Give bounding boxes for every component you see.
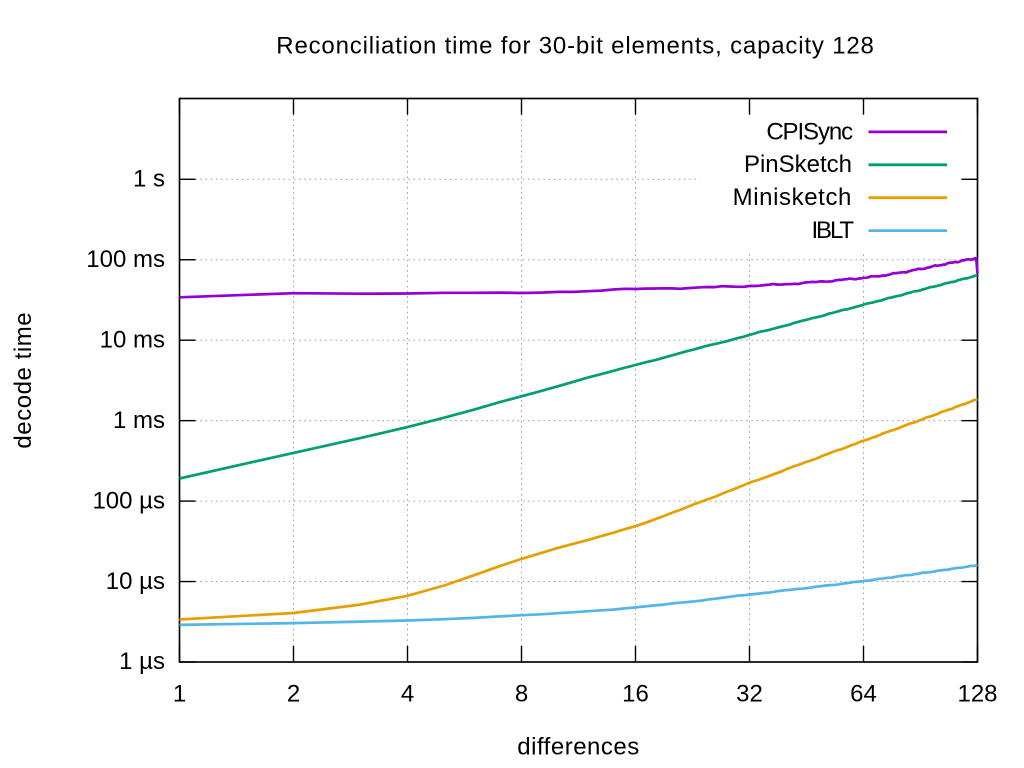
svg-text:16: 16 <box>622 681 649 708</box>
svg-text:decode time: decode time <box>10 312 37 449</box>
svg-text:differences: differences <box>517 734 639 761</box>
svg-text:Minisketch: Minisketch <box>733 184 852 211</box>
svg-text:Reconciliation time for 30-bit: Reconciliation time for 30-bit elements,… <box>276 33 874 60</box>
svg-text:100 µs: 100 µs <box>92 487 165 514</box>
svg-text:1: 1 <box>173 681 186 708</box>
svg-text:PinSketch: PinSketch <box>744 151 852 178</box>
svg-text:10 ms: 10 ms <box>100 326 165 353</box>
svg-text:100 ms: 100 ms <box>86 246 165 273</box>
svg-text:1 ms: 1 ms <box>113 407 165 434</box>
svg-text:1 µs: 1 µs <box>119 648 165 675</box>
svg-text:64: 64 <box>850 681 877 708</box>
svg-text:128: 128 <box>957 681 997 708</box>
svg-text:32: 32 <box>736 681 763 708</box>
svg-text:IBLT: IBLT <box>811 217 854 244</box>
svg-text:4: 4 <box>401 681 414 708</box>
svg-text:10 µs: 10 µs <box>106 568 165 595</box>
svg-text:CPISync: CPISync <box>766 118 853 145</box>
svg-text:8: 8 <box>515 681 528 708</box>
svg-text:2: 2 <box>287 681 300 708</box>
svg-text:1 s: 1 s <box>133 166 165 193</box>
